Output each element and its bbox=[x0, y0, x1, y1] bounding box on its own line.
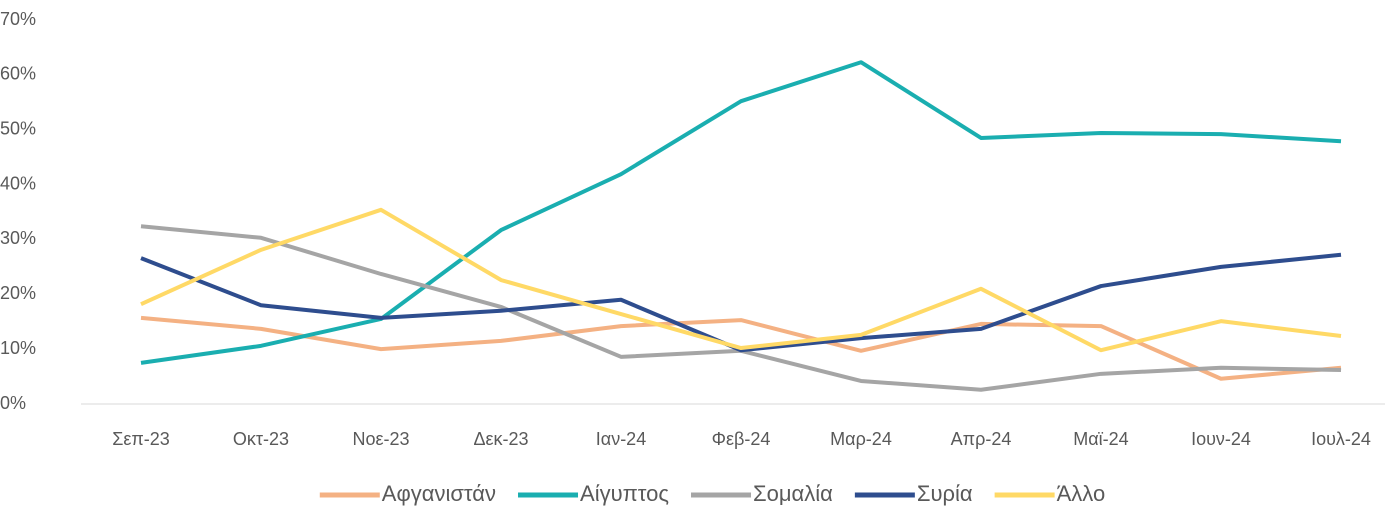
legend-label: Συρία bbox=[917, 481, 973, 506]
series-line bbox=[140, 60, 1342, 365]
legend-label: Αφγανιστάν bbox=[382, 481, 496, 506]
legend-label: Αίγυπτος bbox=[580, 481, 669, 506]
x-tick-label: Απρ-24 bbox=[951, 429, 1012, 449]
x-tick-label: Ιουλ-24 bbox=[1311, 429, 1371, 449]
x-tick-label: Ιαν-24 bbox=[596, 429, 646, 449]
series-line bbox=[140, 252, 1342, 353]
x-tick-label: Φεβ-24 bbox=[712, 429, 771, 449]
y-tick-label: 30% bbox=[0, 228, 36, 248]
y-tick-label: 0% bbox=[0, 393, 26, 413]
series-line bbox=[140, 207, 1342, 353]
y-tick-label: 10% bbox=[0, 338, 36, 358]
y-tick-label: 50% bbox=[0, 118, 36, 138]
legend-label: Άλλο bbox=[1057, 481, 1106, 506]
legend-item: Σομαλία bbox=[691, 481, 833, 506]
y-tick-label: 40% bbox=[0, 173, 36, 193]
y-tick-label: 70% bbox=[0, 9, 36, 29]
x-tick-label: Ιουν-24 bbox=[1191, 429, 1251, 449]
series-line bbox=[140, 224, 1342, 392]
legend-item: Άλλο bbox=[994, 481, 1106, 506]
legend-label: Σομαλία bbox=[753, 481, 833, 506]
x-tick-label: Νοε-23 bbox=[352, 429, 409, 449]
legend-item: Αφγανιστάν bbox=[319, 481, 496, 506]
legend-item: Αίγυπτος bbox=[518, 481, 669, 506]
x-tick-label: Μαρ-24 bbox=[830, 429, 892, 449]
y-tick-label: 20% bbox=[0, 283, 36, 303]
x-tick-label: Σεπ-23 bbox=[112, 429, 170, 449]
y-tick-label: 60% bbox=[0, 64, 36, 84]
x-tick-label: Δεκ-23 bbox=[473, 429, 528, 449]
x-tick-label: Μαϊ-24 bbox=[1073, 429, 1128, 449]
legend-item: Συρία bbox=[854, 481, 973, 506]
x-tick-label: Οκτ-23 bbox=[233, 429, 289, 449]
series-line bbox=[140, 315, 1342, 381]
